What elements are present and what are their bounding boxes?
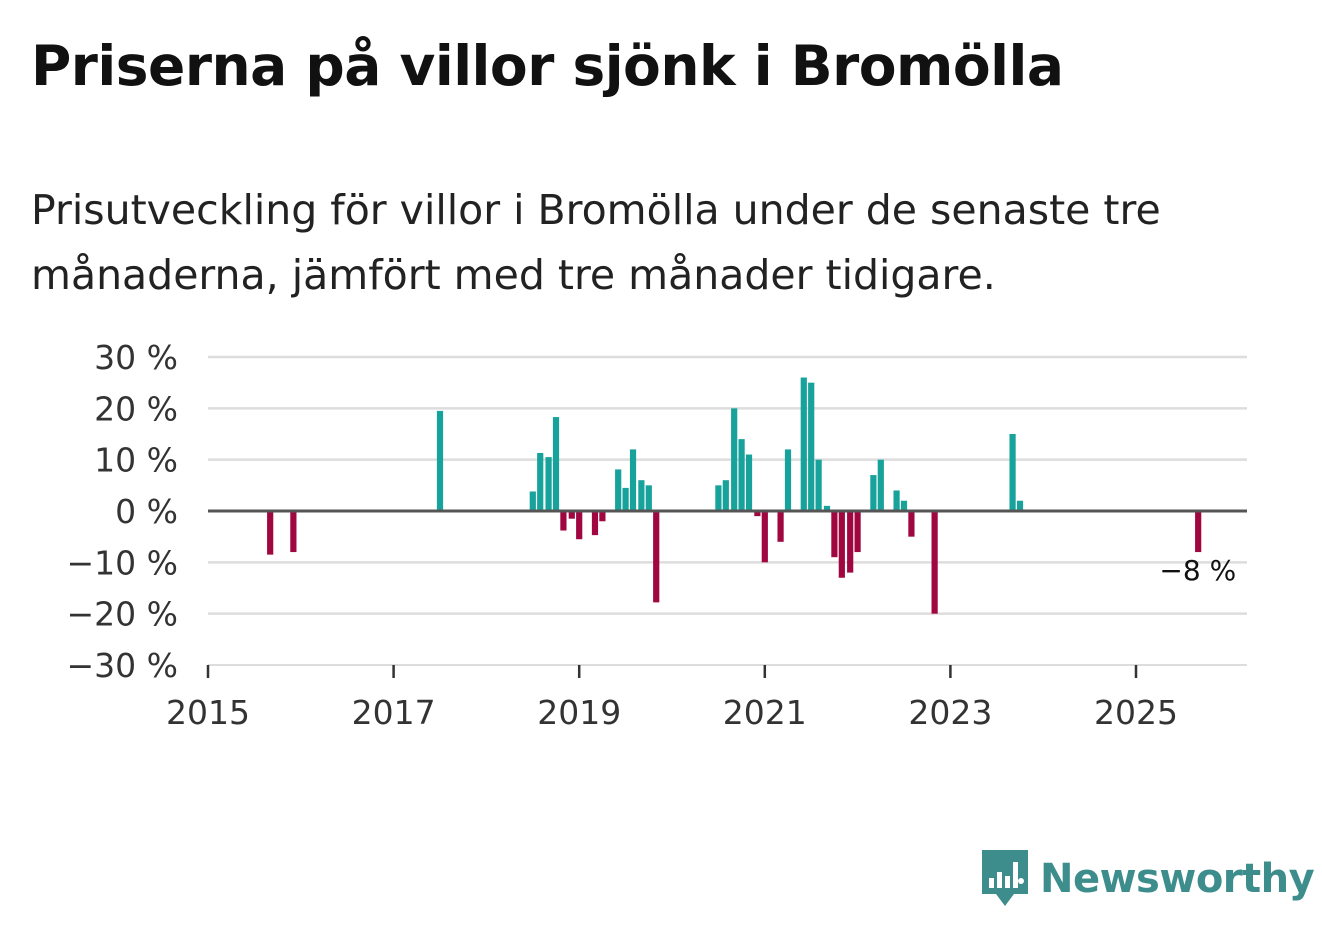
bar	[545, 457, 552, 511]
bar	[722, 480, 729, 511]
bar	[893, 490, 900, 511]
y-tick-label: 30 %	[94, 338, 178, 377]
bar	[560, 511, 567, 531]
bar	[629, 449, 637, 511]
bar	[576, 511, 583, 540]
bar	[854, 511, 861, 553]
x-tick-label: 2023	[908, 693, 992, 732]
bar	[908, 511, 915, 537]
bar	[591, 511, 599, 536]
bar	[290, 511, 297, 553]
newsworthy-logo-icon	[982, 850, 1028, 906]
x-tick-label: 2025	[1094, 693, 1178, 732]
bar	[931, 511, 938, 614]
y-tick-label: 10 %	[94, 441, 178, 480]
bar-chart: 30 % 20 % 10 % 0 % −10 % −20 % −30 % 2015 2017 20…	[67, 338, 1247, 732]
bar	[838, 511, 845, 578]
bar	[568, 511, 575, 519]
bar	[800, 377, 807, 511]
y-tick-label: −30 %	[67, 646, 179, 685]
bar	[552, 417, 560, 511]
x-tick-label: 2019	[537, 693, 621, 732]
y-tick-label: −20 %	[67, 595, 179, 634]
bar	[653, 511, 660, 603]
y-tick-label: 0 %	[115, 492, 178, 531]
brand-name: Newsworthy	[1040, 856, 1315, 902]
bar	[529, 491, 536, 511]
bar	[615, 469, 622, 511]
gridlines	[208, 355, 1247, 615]
bar	[738, 439, 745, 511]
chart-title: Priserna på villor sjönk i Bromölla	[31, 34, 1064, 98]
bar	[831, 511, 838, 558]
bar	[870, 475, 877, 511]
bar	[645, 485, 652, 511]
brand-logo: Newsworthy	[980, 848, 1315, 910]
x-tick-label: 2015	[166, 693, 250, 732]
bar	[823, 505, 831, 511]
bar	[622, 487, 629, 511]
bar	[715, 485, 722, 511]
data-label: −8 %	[1159, 554, 1236, 587]
bar	[599, 511, 606, 522]
bars	[267, 377, 1202, 614]
bar	[900, 500, 908, 511]
bar	[847, 511, 854, 573]
bar	[761, 511, 768, 563]
bar	[815, 459, 822, 511]
bar	[537, 452, 544, 511]
bar	[754, 511, 761, 517]
x-tick-label: 2021	[723, 693, 807, 732]
bar	[267, 511, 274, 555]
bar	[1009, 434, 1016, 511]
x-tick-label: 2017	[352, 693, 436, 732]
y-tick-label: 20 %	[94, 389, 178, 428]
axes: 30 % 20 % 10 % 0 % −10 % −20 % −30 % 2015 2017 20…	[67, 338, 1247, 732]
bar	[1195, 511, 1202, 553]
bar	[731, 408, 738, 511]
bar	[1016, 500, 1024, 511]
bar	[808, 382, 815, 511]
y-tick-label: −10 %	[67, 543, 179, 582]
bar	[777, 511, 784, 542]
bar	[638, 480, 645, 511]
bar	[436, 410, 444, 511]
chart-subtitle: Prisutveckling för villor i Bromölla und…	[31, 186, 1161, 299]
bar	[745, 454, 753, 511]
bar	[877, 459, 884, 511]
data-labels: −8 %	[1159, 554, 1236, 587]
bar	[784, 449, 792, 511]
